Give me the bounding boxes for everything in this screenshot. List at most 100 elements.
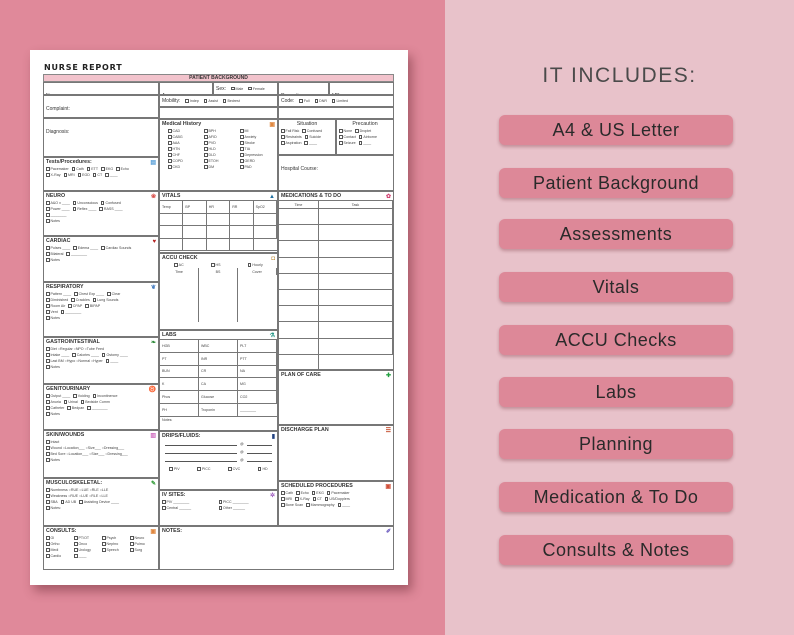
checkbox-item[interactable]: Urinal	[63, 399, 78, 405]
checkbox[interactable]	[46, 304, 50, 308]
checkbox[interactable]	[204, 147, 208, 151]
checkbox-item[interactable]: CT	[312, 496, 322, 502]
checkbox[interactable]	[240, 147, 244, 151]
checkbox[interactable]	[240, 165, 244, 169]
checkbox-item[interactable]: GI	[46, 535, 71, 541]
medications-cell[interactable]	[279, 289, 319, 307]
checkbox-item[interactable]: EKG	[311, 490, 324, 496]
checkbox-item[interactable]: Speech	[102, 547, 127, 553]
checkbox-item[interactable]: Aspiration	[281, 140, 301, 146]
checkbox-item[interactable]: Echo	[116, 166, 129, 172]
checkbox-item[interactable]: Incontinence	[92, 393, 117, 399]
checkbox[interactable]	[314, 99, 319, 103]
checkbox[interactable]	[107, 292, 111, 296]
lab-cell[interactable]: PTT	[238, 352, 277, 366]
checkbox[interactable]	[67, 406, 71, 410]
checkbox-item[interactable]: Power ____	[46, 206, 70, 212]
checkbox-item[interactable]: Bed Sore ○Location___ ○Size___ ○Dressing…	[46, 451, 128, 457]
checkbox-item[interactable]: Depression	[240, 152, 276, 158]
checkbox-item[interactable]: ____	[105, 358, 118, 364]
checkbox-item[interactable]: Neuro	[130, 535, 155, 541]
medications-cell[interactable]	[279, 257, 319, 274]
checkbox[interactable]	[281, 129, 285, 133]
checkbox-item[interactable]: Fall Risk	[281, 128, 299, 134]
vitals-cell[interactable]	[206, 226, 231, 239]
checkbox[interactable]	[46, 316, 50, 320]
checkbox[interactable]	[240, 141, 244, 145]
drip-line[interactable]: @	[162, 440, 275, 448]
checkbox[interactable]	[358, 141, 363, 145]
checkbox-item[interactable]: EGD	[77, 172, 90, 178]
checkbox-item[interactable]: DLD	[204, 152, 240, 158]
checkbox[interactable]	[162, 506, 166, 510]
checkbox[interactable]	[102, 548, 106, 552]
checkbox[interactable]	[68, 304, 72, 308]
checkbox-item[interactable]: PVD	[204, 140, 240, 146]
lab-cell[interactable]: PH	[160, 403, 199, 417]
checkbox[interactable]	[46, 292, 50, 296]
checkbox[interactable]	[46, 219, 50, 223]
checkbox-item[interactable]: PAD	[240, 164, 276, 170]
checkbox-item[interactable]: ____	[304, 140, 317, 146]
checkbox-item[interactable]: Pattern ____	[46, 291, 71, 297]
lab-cell[interactable]: WBC	[199, 340, 238, 353]
checkbox-item[interactable]: Ortho	[46, 541, 71, 547]
checkbox-item[interactable]: Bedside Comm	[80, 399, 110, 405]
checkbox-item[interactable]: ETT	[86, 166, 98, 172]
checkbox-item[interactable]: PT/OT	[74, 535, 99, 541]
checkbox-item[interactable]: ____	[337, 502, 350, 508]
accu-cell[interactable]	[160, 275, 199, 322]
checkbox[interactable]	[46, 246, 50, 250]
lab-cell[interactable]: BUN	[160, 365, 199, 379]
checkbox-item[interactable]: Medi	[46, 547, 71, 553]
checkbox[interactable]	[339, 141, 343, 145]
checkbox-item[interactable]: Last BM ○Hypo ○Normal ○Hyper	[46, 358, 103, 364]
checkbox-item[interactable]: PIV ________	[162, 499, 189, 505]
checkbox-item[interactable]: Calories ____	[72, 352, 99, 358]
checkbox[interactable]	[204, 129, 208, 133]
checkbox[interactable]	[46, 173, 50, 177]
checkbox[interactable]	[85, 304, 89, 308]
checkbox-item[interactable]: Unconscious	[72, 200, 98, 206]
checkbox[interactable]	[63, 400, 68, 404]
checkbox-item[interactable]: Notes	[46, 457, 60, 463]
checkbox[interactable]	[72, 353, 76, 357]
checkbox[interactable]	[74, 542, 78, 546]
checkbox-item[interactable]: Echo	[296, 490, 309, 496]
checkbox[interactable]	[358, 135, 363, 139]
lab-cell[interactable]: CR	[199, 365, 238, 379]
checkbox[interactable]	[60, 310, 65, 314]
checkbox-item[interactable]: CVC	[228, 466, 240, 472]
checkbox[interactable]	[74, 554, 78, 558]
checkbox-item[interactable]: Pacemaker	[326, 490, 350, 496]
checkbox[interactable]	[130, 542, 134, 546]
checkbox-item[interactable]: DNR	[314, 98, 327, 104]
checkbox-item[interactable]: CPAP	[68, 303, 82, 309]
checkbox-item[interactable]: Hourly	[247, 262, 263, 268]
checkbox[interactable]	[240, 153, 244, 157]
checkbox[interactable]	[304, 135, 309, 139]
medications-cell[interactable]	[318, 273, 393, 290]
checkbox-item[interactable]: ________	[87, 405, 108, 411]
checkbox-item[interactable]: Anxiety	[240, 134, 276, 140]
checkbox-item[interactable]: MRI	[281, 496, 292, 502]
checkbox[interactable]	[46, 506, 50, 510]
checkbox-item[interactable]: Diet ○Regular ○NPO ○Tube Feed	[46, 346, 104, 352]
checkbox[interactable]	[281, 497, 285, 501]
medications-cell[interactable]	[318, 257, 393, 274]
checkbox-item[interactable]: Droplet	[355, 128, 371, 134]
checkbox[interactable]	[86, 167, 91, 171]
lab-cell[interactable]: Glucose	[199, 391, 238, 404]
vitals-cell[interactable]	[183, 213, 207, 226]
checkbox[interactable]	[46, 347, 50, 351]
checkbox[interactable]	[46, 310, 50, 314]
medications-cell[interactable]	[279, 338, 319, 355]
checkbox-item[interactable]: Lung Sounds	[92, 297, 118, 303]
checkbox-item[interactable]: Central ______	[162, 505, 191, 511]
checkbox[interactable]	[102, 536, 106, 540]
checkbox-item[interactable]: EKG	[101, 166, 113, 172]
checkbox-item[interactable]: CT	[92, 172, 102, 178]
lab-cell[interactable]: INR	[199, 352, 238, 366]
checkbox[interactable]	[100, 201, 105, 205]
checkbox-item[interactable]: A&O x ____	[46, 200, 70, 206]
